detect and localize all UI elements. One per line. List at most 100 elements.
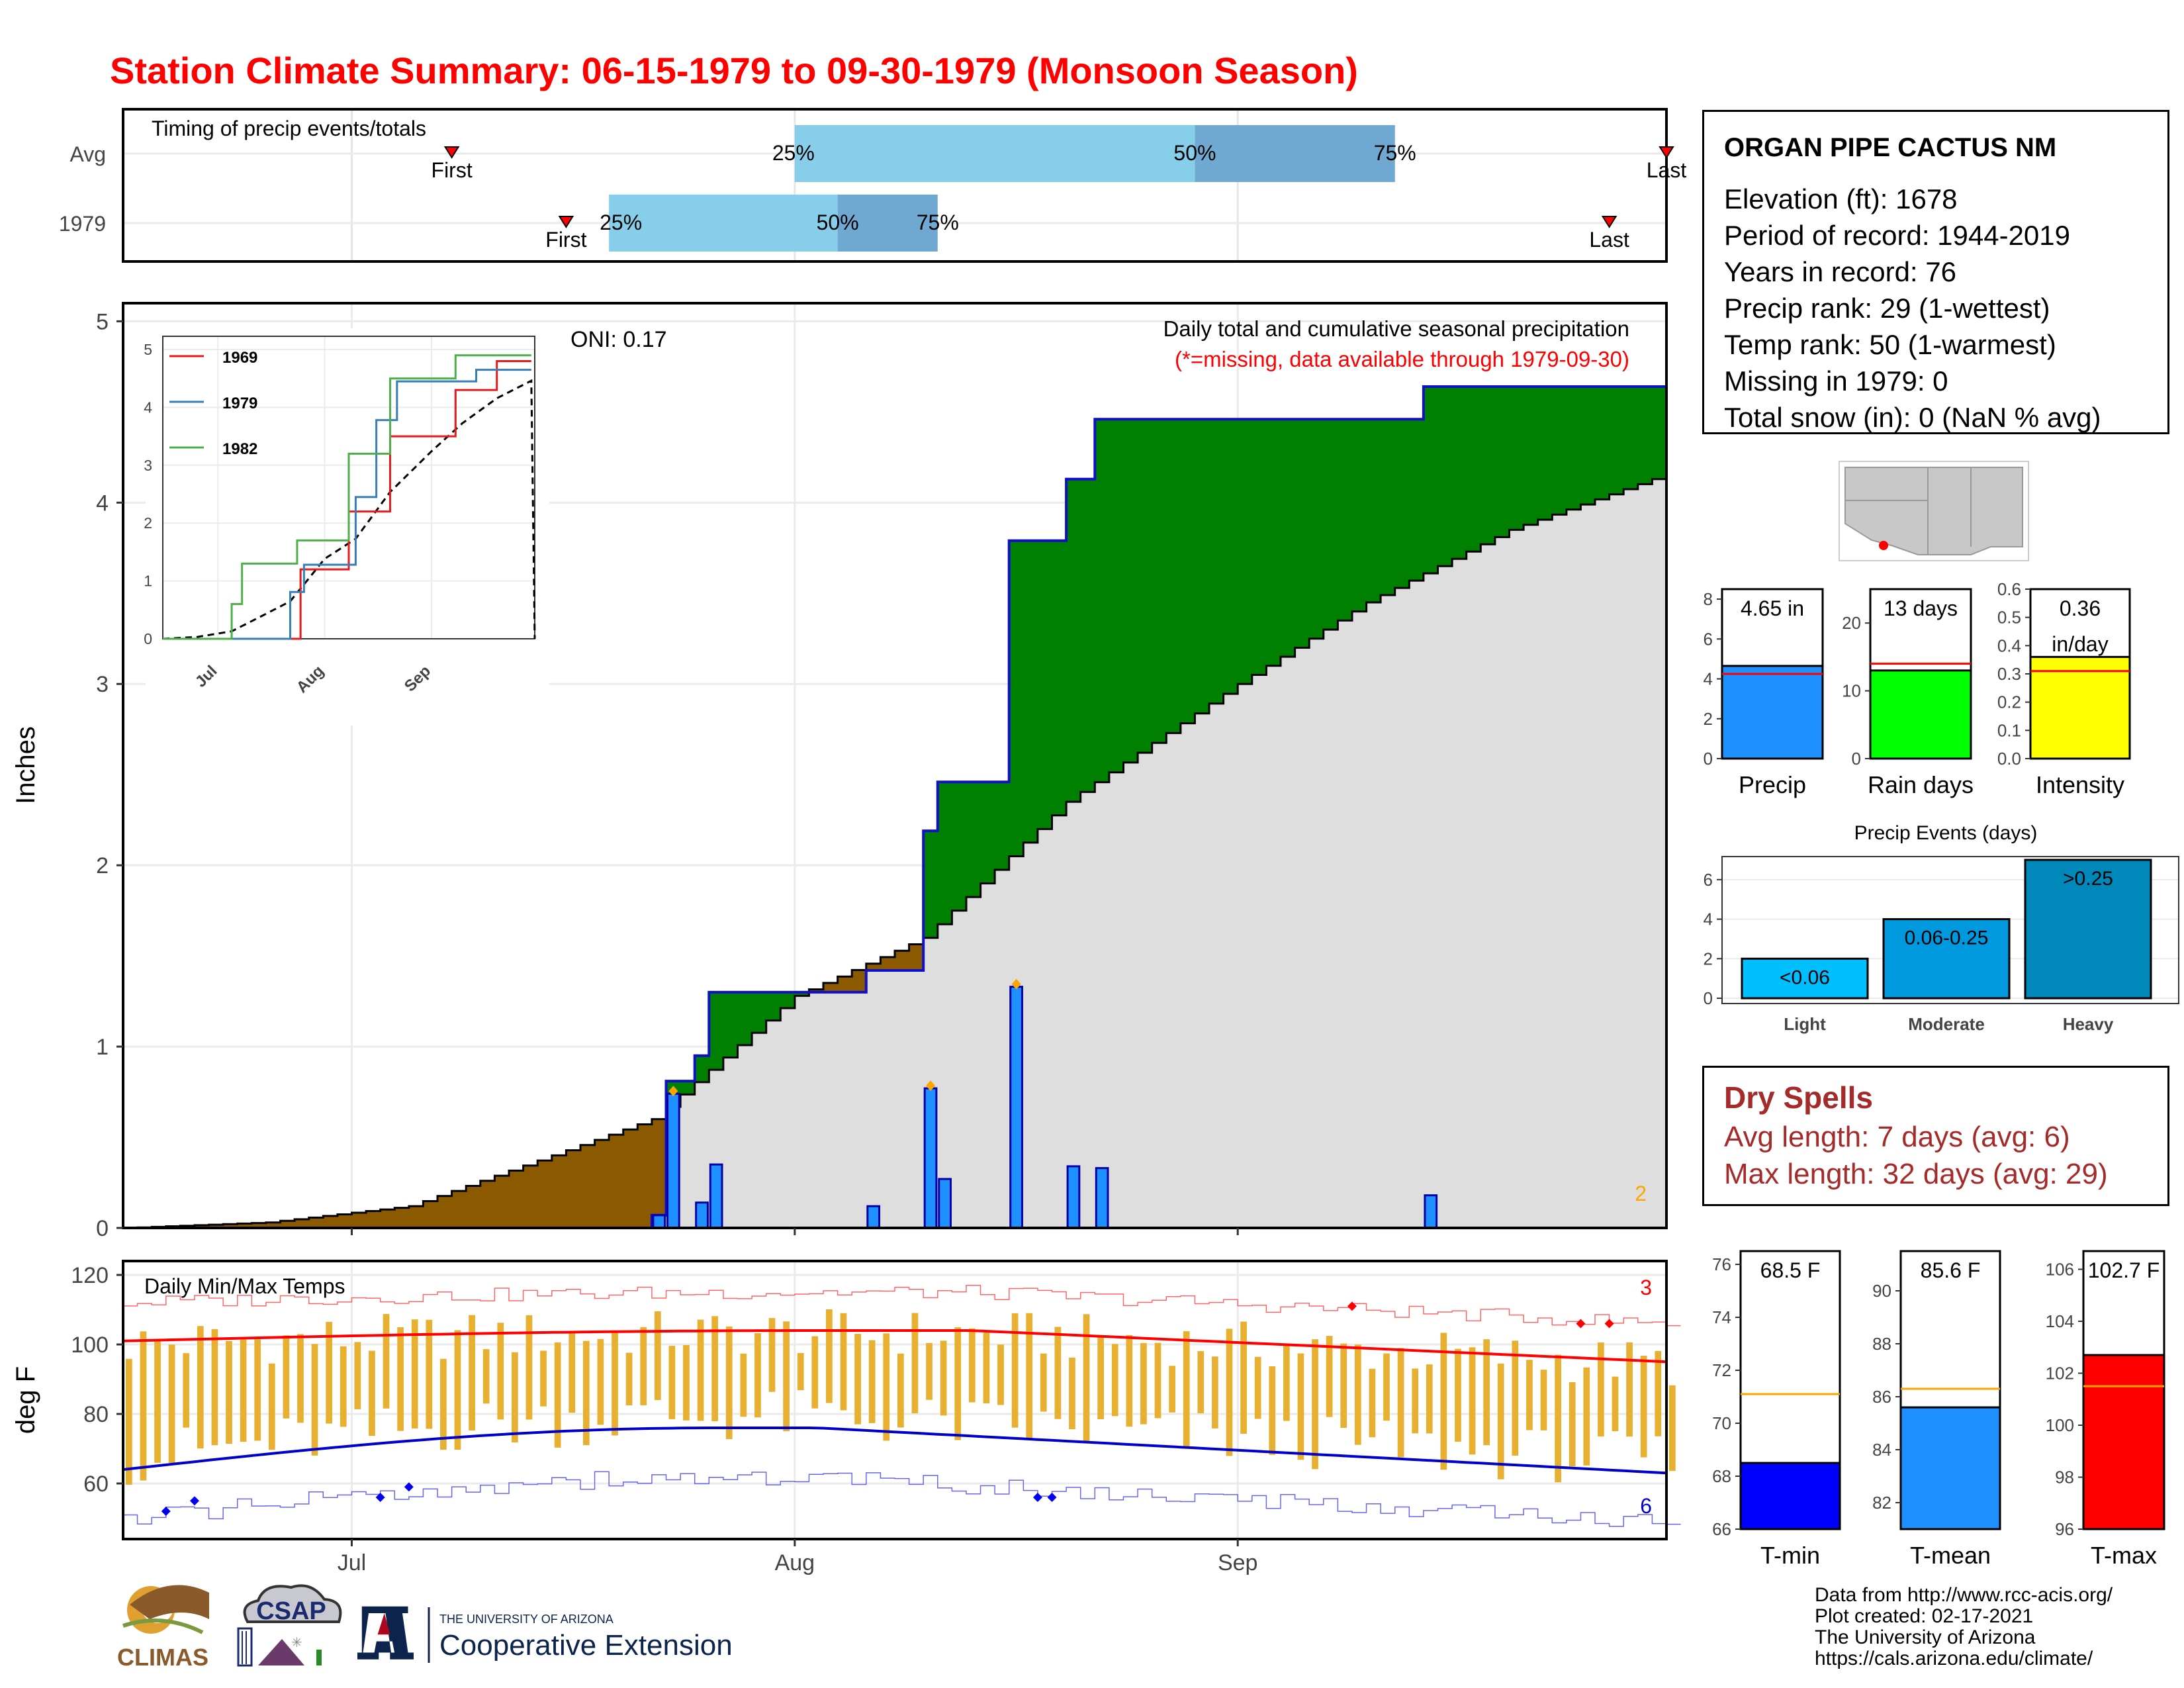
daily-temp-bar: [326, 1321, 333, 1424]
daily-temp-bar: [897, 1353, 904, 1428]
daily-temp-bar: [868, 1340, 876, 1423]
daily-temp-bar: [1283, 1345, 1290, 1421]
precip-corner-count: 2: [1635, 1182, 1647, 1205]
summary-bar-label: T-min: [1760, 1542, 1820, 1569]
surplus-area: [1238, 419, 1253, 684]
inset-series-1982: [163, 354, 531, 640]
timing-row-1979-label: 1979: [59, 212, 106, 236]
record-low-line: [123, 1471, 1681, 1527]
daily-temp-bar: [1097, 1336, 1105, 1419]
surplus-area: [1566, 387, 1582, 510]
events-ytick-label: 6: [1704, 870, 1713, 890]
summary-ytick-label: 0.1: [1997, 720, 2021, 740]
summary-bar-value: [2029, 655, 2131, 760]
station-temp-rank: Temp rank: 50 (1-warmest): [1724, 329, 2056, 360]
deficit-area: [551, 1155, 567, 1228]
surplus-area: [1552, 387, 1567, 515]
surplus-area: [1580, 387, 1596, 505]
dry-spells-max: Max length: 32 days (avg: 29): [1724, 1158, 2108, 1190]
deficit-area: [909, 944, 924, 971]
daily-precip-bar: [695, 1201, 709, 1229]
ua-logo-bottom: Cooperative Extension: [439, 1629, 733, 1662]
daily-temp-bar: [711, 1316, 719, 1421]
timing-row-avg-label: Avg: [69, 142, 106, 166]
daily-precip-bar: [1009, 986, 1023, 1229]
daily-temp-bar: [1140, 1342, 1147, 1425]
daily-temp-bar: [1526, 1360, 1533, 1430]
locator-map: [1839, 461, 2029, 561]
summary-ytick-label: 70: [1712, 1413, 1731, 1433]
deficit-area: [837, 976, 852, 992]
summary-bar-label: Rain days: [1868, 771, 1974, 798]
deficit-area: [623, 1129, 638, 1228]
daily-temp-bar: [697, 1319, 704, 1421]
timing-p75-label: 75%: [917, 211, 959, 234]
daily-precip-max-marker-icon: [926, 1080, 936, 1092]
daily-temp-bar: [540, 1350, 547, 1407]
daily-temp-bar: [211, 1329, 218, 1446]
deficit-area: [880, 957, 895, 971]
summary-bar-value: [1739, 1462, 1841, 1530]
last-marker-icon: [1601, 216, 1617, 228]
summary-ytick-label: 8: [1704, 589, 1713, 609]
daily-temp-bar: [1540, 1370, 1547, 1430]
deficit-area: [351, 1212, 367, 1228]
events-bar-label: >0.25: [2063, 868, 2113, 890]
dry-spells-avg: Avg length: 7 days (avg: 6): [1724, 1121, 2070, 1153]
precip-ytick-label: 1: [96, 1035, 109, 1060]
daily-temp-bar: [569, 1331, 576, 1413]
credit-url: https://cals.arizona.edu/climate/: [1815, 1648, 2093, 1669]
daily-temp-bar: [1426, 1364, 1433, 1434]
precip-subtitle: Daily total and cumulative seasonal prec…: [1163, 316, 1629, 341]
daily-temp-bar: [126, 1358, 132, 1485]
events-ytick-label: 0: [1704, 988, 1713, 1008]
deficit-area: [208, 1225, 224, 1228]
surplus-area: [966, 782, 981, 898]
temp-chart: 60 80 100 120 Jul Aug Sep deg F Daily Min/Max …: [0, 1258, 1681, 1602]
daily-temp-bar: [740, 1353, 747, 1417]
surplus-area: [1409, 419, 1424, 581]
timing-p75-label: 75%: [1374, 141, 1416, 165]
temp-chart-label: Daily Min/Max Temps: [144, 1274, 345, 1298]
daily-temp-bar: [268, 1363, 275, 1450]
daily-temp-bar: [525, 1315, 533, 1420]
summary-ytick-label: 98: [2055, 1467, 2074, 1487]
daily-temp-bar: [725, 1326, 733, 1439]
timing-bars: 25% 50% 75% First Last 25% 50% 75% First Last: [432, 125, 1686, 252]
missing-note: (*=missing, data available through 1979-…: [1175, 347, 1629, 371]
temp-chart-svg: 60 80 100 120 Jul Aug Sep deg F Daily Min/Max …: [11, 1260, 1681, 1575]
summary-ytick-label: 106: [2046, 1259, 2074, 1279]
surplus-area: [1195, 419, 1210, 714]
deficit-area: [566, 1150, 581, 1228]
inset-frame: [162, 336, 535, 639]
summary-ytick-label: 0: [1852, 749, 1861, 769]
oni-label: ONI: 0.17: [570, 327, 667, 352]
surplus-area: [752, 992, 767, 1033]
daily-temp-bar: [983, 1333, 990, 1404]
events-category-label: Heavy: [2063, 1014, 2114, 1034]
timing-bar-25-50: [609, 195, 838, 252]
surplus-area: [1609, 387, 1624, 494]
daily-temp-bar: [1183, 1331, 1190, 1448]
deficit-area: [895, 951, 910, 971]
daily-temp-bar: [840, 1313, 847, 1411]
precip-events-svg: Precip Events (days) 0 2 4 6 <0.06 Light 0.06-…: [1704, 822, 2179, 1034]
temp-axes: 60 80 100 120 Jul Aug Sep: [71, 1263, 1257, 1575]
daily-temp-bar: [1240, 1321, 1247, 1434]
record-high-marker-icon: [1604, 1319, 1614, 1329]
summary-bar-value: [2082, 1354, 2165, 1530]
credit-plot-created: Plot created: 02-17-2021: [1815, 1605, 2034, 1627]
daily-temp-bar: [1598, 1342, 1604, 1437]
precip-ylabel: Inches: [11, 726, 40, 804]
summary-ytick-label: 72: [1712, 1360, 1731, 1380]
daily-temp-bar: [554, 1342, 561, 1448]
daily-temp-bar: [754, 1333, 761, 1418]
station-snow: Total snow (in): 0 (NaN % avg): [1724, 402, 2101, 433]
inset-legend-label: 1979: [222, 395, 257, 412]
surplus-area: [1138, 419, 1153, 753]
daily-temp-bar: [1583, 1367, 1590, 1466]
summary-ytick-label: 74: [1712, 1307, 1731, 1327]
temp-lines: [122, 1285, 1681, 1527]
events-ytick-label: 4: [1704, 910, 1713, 929]
